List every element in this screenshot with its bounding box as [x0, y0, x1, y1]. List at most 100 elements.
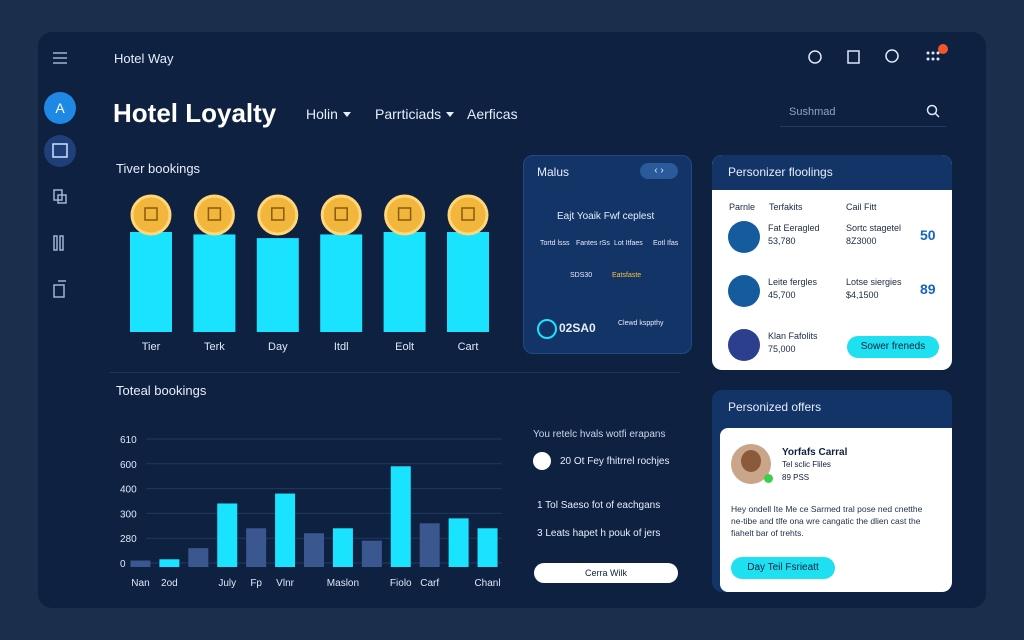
nav-stats[interactable]: [53, 235, 58, 251]
sidebar: A: [44, 52, 76, 298]
row-name: Fat Eeragled: [768, 223, 820, 233]
y-tick-label: 300: [120, 509, 137, 520]
bar: [448, 518, 469, 567]
bar: [361, 540, 382, 567]
pager[interactable]: ‹ ›: [640, 163, 678, 179]
row-name: Leite fergles: [768, 277, 818, 287]
x-tick-label: 2od: [161, 578, 178, 589]
icon-help[interactable]: [885, 49, 899, 63]
offer-role: Tel sclic Fliles: [782, 460, 831, 469]
bar: [390, 466, 411, 567]
page-title: Hotel Loyalty: [113, 98, 277, 128]
x-tick-label: Vlnr: [276, 578, 294, 589]
status-dot: [764, 474, 773, 483]
icon-apps[interactable]: [926, 51, 940, 61]
card-title: Personizer floolings: [728, 165, 833, 179]
row-detail: Sortc stagetel: [846, 223, 902, 233]
y-tick-label: 610: [120, 435, 137, 446]
search-icon[interactable]: [926, 104, 942, 120]
card-title: Personized offers: [728, 400, 822, 414]
total-icon: [537, 319, 557, 339]
card-subtitle: Eajt Yoaik Fwf ceplest: [557, 211, 655, 222]
x-tick-label: Fp: [250, 578, 262, 589]
x-tick-label: Cart: [458, 341, 479, 353]
row-amount: 75,000: [768, 344, 796, 354]
stat: SDS30: [570, 272, 593, 279]
total-label: Clewd ksppthy: [618, 320, 664, 327]
tier-coin-icon: [461, 207, 475, 221]
icon-bag[interactable]: [847, 50, 860, 64]
x-tick-label: Itdl: [334, 341, 349, 353]
nav-files[interactable]: [53, 284, 65, 298]
insights-title: You retelc hvals wotfi erapans: [533, 429, 666, 440]
column: Fantes rSs: [576, 240, 610, 247]
column: Lot Itfaes: [614, 240, 643, 247]
bar: [256, 238, 299, 332]
y-tick-label: 0: [120, 559, 126, 570]
insights-button[interactable]: Cerra Wilk: [534, 563, 678, 583]
y-tick-label: 280: [120, 534, 137, 545]
x-tick-label: Tier: [142, 341, 161, 353]
insight-item: 20 Ot Fey fhitrrel rochjes: [560, 456, 670, 467]
row-detail-amount: $4,1500: [846, 290, 879, 300]
tier-coin: [320, 194, 362, 236]
row-score: 50: [920, 227, 936, 243]
bar: [477, 528, 498, 567]
column: Parnle: [729, 202, 756, 212]
bar: [188, 548, 209, 567]
nav-item[interactable]: Holin: [306, 106, 351, 122]
column: Eotl Ifas: [653, 240, 679, 247]
search-box[interactable]: [780, 100, 946, 127]
bar: [130, 560, 151, 567]
card-title: Malus: [537, 165, 570, 179]
stat-note: Eatsfaste: [612, 272, 642, 279]
offer-meta: 89 PSS: [782, 473, 810, 482]
nav-item[interactable]: Parrticiads: [375, 106, 454, 122]
nav-profile[interactable]: [44, 92, 76, 124]
tier-coin-icon: [207, 207, 222, 221]
row-detail-amount: 8Z3000: [846, 236, 877, 246]
x-tick-label: Nan: [131, 578, 149, 589]
bar: [383, 232, 426, 332]
column: Tortd lsss: [540, 240, 570, 247]
row-score: 89: [920, 281, 936, 297]
column: Terfakits: [769, 202, 803, 212]
bar: [419, 523, 440, 567]
x-tick-label: Chanl: [474, 578, 500, 589]
bar: [193, 234, 236, 332]
tier-coin-icon: [397, 207, 412, 221]
bookings-button[interactable]: Sower freneds: [847, 336, 939, 358]
divider: [110, 372, 680, 373]
x-tick-label: Fiolo: [390, 578, 412, 589]
y-tick-label: 400: [120, 485, 137, 496]
nav-item[interactable]: Aerficas: [467, 106, 518, 122]
icon-settings[interactable]: [808, 50, 822, 64]
tier-coin: [130, 194, 172, 236]
charts: Tier Terk Day Itdl Eolt Cart 0 280 300 400 600 610 N…: [120, 194, 502, 589]
row-amount: 45,700: [768, 290, 796, 300]
offer-button[interactable]: Day Teil Fsrieatt: [731, 557, 835, 579]
x-tick-label: Maslon: [327, 578, 359, 589]
tier-coin-icon: [334, 207, 348, 221]
row-icon: [728, 275, 760, 307]
insight-item: 1 Tol Saeso fot of eachgans: [537, 500, 661, 511]
y-tick-label: 600: [120, 460, 137, 471]
bar: [447, 232, 489, 332]
bar: [217, 503, 238, 567]
tier-coin-icon: [144, 207, 158, 221]
bar: [246, 528, 267, 567]
offer-text: Hey ondell Ite Me ce Sarmed tral pose ne…: [731, 504, 923, 538]
tier-coin: [193, 194, 235, 236]
bar: [130, 232, 172, 332]
svg-text:A: A: [55, 100, 65, 116]
bar: [159, 559, 180, 567]
row-icon: [728, 221, 760, 253]
chart-title: Tiver bookings: [116, 161, 201, 176]
x-tick-label: Terk: [204, 341, 225, 353]
tier-coin: [447, 194, 489, 236]
row-amount: 53,780: [768, 236, 796, 246]
x-tick-label: Carf: [420, 578, 439, 589]
nav-dashboard[interactable]: [44, 135, 76, 167]
search-placeholder: Sushmad: [789, 106, 836, 118]
total-value: 02SA0: [559, 321, 596, 335]
